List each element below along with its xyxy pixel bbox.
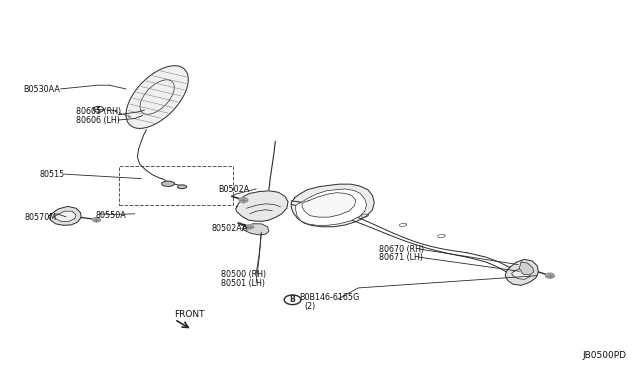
Text: 80670 (RH): 80670 (RH) bbox=[380, 245, 424, 254]
Text: 80501 (LH): 80501 (LH) bbox=[221, 279, 265, 288]
Circle shape bbox=[545, 273, 554, 278]
Polygon shape bbox=[505, 259, 538, 285]
Polygon shape bbox=[236, 191, 288, 221]
Text: B0502A: B0502A bbox=[218, 185, 249, 194]
Text: 80671 (LH): 80671 (LH) bbox=[380, 253, 424, 262]
Circle shape bbox=[246, 225, 253, 229]
Text: B0530AA: B0530AA bbox=[23, 85, 60, 94]
Polygon shape bbox=[162, 181, 174, 186]
Text: 80606 (LH): 80606 (LH) bbox=[76, 116, 120, 125]
Text: 80605 (RH): 80605 (RH) bbox=[76, 108, 121, 116]
Text: 80515: 80515 bbox=[39, 170, 65, 179]
Circle shape bbox=[93, 218, 100, 222]
Polygon shape bbox=[511, 268, 531, 279]
Text: 80502AA: 80502AA bbox=[211, 224, 248, 233]
Polygon shape bbox=[519, 262, 534, 275]
Text: B0B146-6165G: B0B146-6165G bbox=[300, 294, 360, 302]
Polygon shape bbox=[291, 184, 374, 227]
Polygon shape bbox=[54, 211, 76, 222]
Text: (2): (2) bbox=[305, 302, 316, 311]
Polygon shape bbox=[296, 189, 367, 225]
Text: 80570M: 80570M bbox=[25, 213, 57, 222]
Polygon shape bbox=[177, 185, 186, 189]
Polygon shape bbox=[302, 193, 356, 217]
Text: B: B bbox=[290, 295, 296, 304]
Polygon shape bbox=[126, 66, 188, 128]
Polygon shape bbox=[242, 224, 269, 235]
Text: JB0500PD: JB0500PD bbox=[582, 351, 627, 360]
Text: FRONT: FRONT bbox=[174, 311, 205, 320]
Polygon shape bbox=[49, 206, 81, 225]
Text: 80500 (RH): 80500 (RH) bbox=[221, 270, 266, 279]
Text: 80550A: 80550A bbox=[95, 211, 126, 220]
Circle shape bbox=[239, 198, 248, 203]
